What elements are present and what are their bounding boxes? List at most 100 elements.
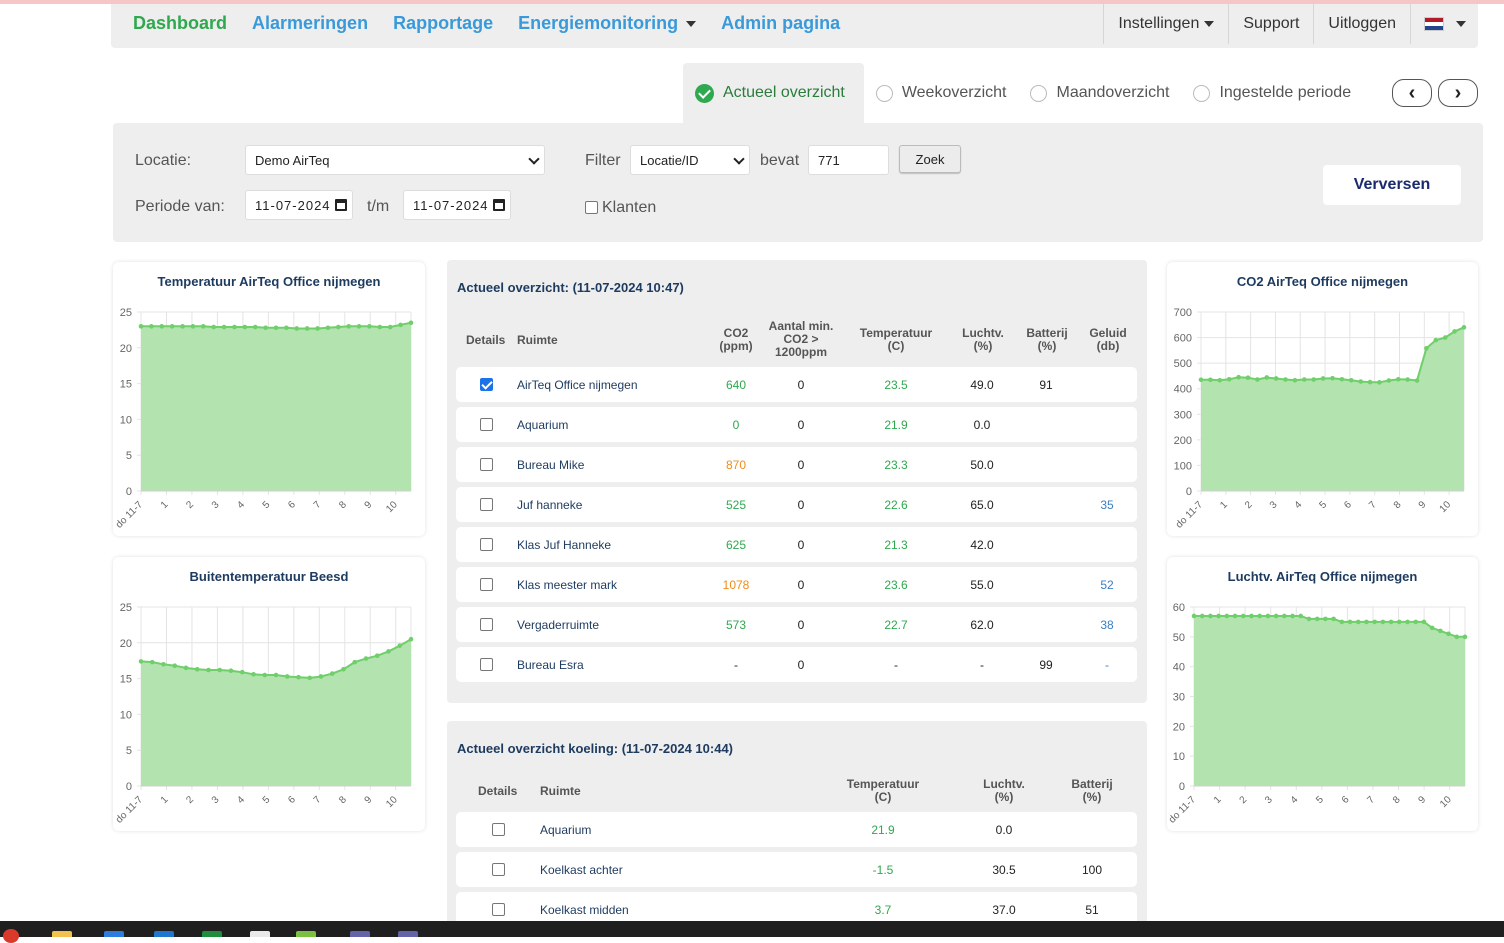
details-checkbox[interactable] — [480, 458, 493, 471]
col-sound-line2: (db) — [1096, 339, 1120, 353]
data-point — [387, 324, 393, 330]
contains-input[interactable]: 771 — [808, 145, 889, 175]
nav-reports[interactable]: Rapportage — [393, 12, 494, 33]
y-tick-label: 0 — [126, 781, 132, 793]
room-name[interactable]: Vergaderruimte — [517, 617, 600, 632]
temperature-value: - — [894, 657, 898, 672]
room-name[interactable]: Aquarium — [540, 822, 592, 837]
data-point — [251, 672, 256, 677]
x-tick-label: do 11-7 — [114, 499, 146, 531]
x-tick-label: 1 — [1212, 794, 1224, 806]
humidity-value: 42.0 — [970, 537, 994, 552]
date-from-input[interactable]: 11-07-2024 — [245, 190, 353, 220]
tab-month-overview[interactable]: Maandoverzicht — [1018, 63, 1181, 123]
room-name[interactable]: Koelkast midden — [540, 902, 629, 917]
details-checkbox[interactable] — [480, 378, 493, 391]
data-point — [1208, 613, 1213, 619]
room-name[interactable]: AirTeq Office nijmegen — [517, 377, 638, 392]
details-checkbox[interactable] — [480, 658, 493, 671]
app-mail-icon[interactable] — [154, 931, 174, 937]
humidity-value: 49.0 — [970, 377, 994, 392]
details-checkbox[interactable] — [480, 578, 493, 591]
app-teams-icon[interactable] — [398, 931, 418, 937]
language-selector[interactable] — [1410, 4, 1478, 44]
app-window-icon[interactable] — [104, 931, 124, 937]
room-name[interactable]: Bureau Esra — [517, 657, 584, 672]
app-green-icon[interactable] — [296, 931, 316, 937]
y-tick-label: 200 — [1174, 435, 1192, 447]
table-row: Aquarium 21.9 0.0 — [456, 812, 1137, 847]
details-checkbox[interactable] — [480, 418, 493, 431]
search-button[interactable]: Zoek — [899, 145, 961, 173]
data-point — [1216, 613, 1221, 619]
nav-logout[interactable]: Uitloggen — [1313, 4, 1410, 44]
humidity-value: 62.0 — [970, 617, 994, 632]
calendar-icon[interactable] — [335, 199, 347, 211]
tab-current-overview[interactable]: Actueel overzicht — [683, 63, 864, 123]
data-point — [1433, 337, 1439, 343]
x-tick-label: 5 — [261, 499, 273, 511]
file-explorer-icon[interactable] — [52, 931, 72, 937]
os-taskbar — [0, 921, 1504, 943]
data-point — [356, 324, 362, 329]
filter-field-select[interactable]: Locatie/ID — [630, 145, 750, 175]
table-row: Juf hanneke 525 0 22.6 65.0 35 — [456, 487, 1137, 522]
room-name[interactable]: Klas meester mark — [517, 577, 618, 592]
battery-value — [1016, 447, 1076, 482]
details-checkbox[interactable] — [492, 823, 505, 836]
col-minutes-over: Aantal min. CO2 >1200ppm — [761, 320, 841, 359]
col-temperature: Temperatuur (C) — [851, 327, 941, 353]
data-point — [273, 672, 279, 678]
room-name[interactable]: Bureau Mike — [517, 457, 585, 472]
data-point — [1249, 613, 1254, 619]
room-name[interactable]: Koelkast achter — [540, 862, 623, 877]
details-cell — [492, 892, 505, 927]
y-tick-label: 25 — [120, 602, 132, 614]
nav-energy-monitoring[interactable]: Energiemonitoring — [518, 13, 697, 34]
x-tick-label: 2 — [1243, 499, 1255, 511]
nav-alarms[interactable]: Alarmeringen — [252, 12, 369, 33]
x-tick-label: 7 — [1367, 499, 1379, 511]
data-point — [304, 326, 310, 331]
col-temp-line2: (C) — [874, 790, 892, 804]
humidity-value: 30.5 — [992, 862, 1016, 877]
location-select[interactable]: Demo AirTeq — [245, 145, 545, 175]
data-point — [307, 675, 313, 681]
data-point — [1347, 619, 1353, 625]
calendar-icon[interactable] — [493, 199, 505, 211]
data-point — [1446, 631, 1451, 637]
col-battery: Batterij (%) — [1017, 327, 1077, 353]
details-checkbox[interactable] — [492, 903, 505, 916]
app-document-icon[interactable] — [250, 931, 270, 937]
nav-dashboard[interactable]: Dashboard — [133, 12, 228, 33]
nav-settings[interactable]: Instellingen — [1103, 4, 1228, 44]
room-name[interactable]: Juf hanneke — [517, 497, 583, 512]
customers-checkbox[interactable] — [585, 201, 598, 214]
details-checkbox[interactable] — [480, 498, 493, 511]
details-checkbox[interactable] — [480, 538, 493, 551]
data-point — [1405, 377, 1410, 382]
app-sheet-icon[interactable] — [202, 931, 222, 937]
x-tick-label: 1 — [159, 794, 171, 806]
battery-value — [1016, 487, 1076, 522]
tab-custom-period[interactable]: Ingestelde periode — [1181, 63, 1363, 123]
data-point — [169, 324, 175, 329]
data-point — [138, 659, 144, 664]
nav-support[interactable]: Support — [1228, 4, 1313, 44]
details-checkbox[interactable] — [480, 618, 493, 631]
app-teams-icon[interactable] — [350, 931, 370, 937]
details-checkbox[interactable] — [492, 863, 505, 876]
data-point — [318, 674, 324, 679]
x-tick-label: 6 — [286, 499, 298, 511]
data-point — [1454, 634, 1460, 640]
previous-period-button[interactable]: ‹ — [1392, 79, 1432, 107]
date-to-input[interactable]: 11-07-2024 — [403, 190, 511, 220]
next-period-button[interactable]: › — [1438, 79, 1478, 107]
start-app-icon[interactable] — [3, 929, 19, 943]
nav-admin[interactable]: Admin pagina — [721, 12, 841, 33]
y-tick-label: 100 — [1174, 460, 1192, 472]
tab-week-overview[interactable]: Weekoverzicht — [864, 63, 1019, 123]
refresh-button[interactable]: Verversen — [1323, 165, 1461, 205]
room-name[interactable]: Klas Juf Hanneke — [517, 537, 612, 552]
room-name[interactable]: Aquarium — [517, 417, 569, 432]
